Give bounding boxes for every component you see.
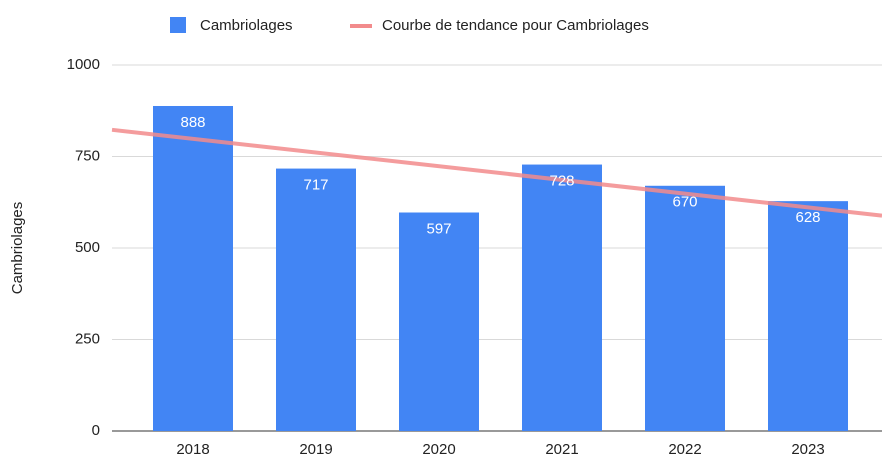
trend-line bbox=[111, 127, 882, 218]
bar bbox=[399, 212, 479, 431]
bar bbox=[276, 168, 356, 431]
data-label: 728 bbox=[549, 173, 574, 190]
y-tick-label: 0 bbox=[92, 422, 100, 439]
x-tick-label: 2021 bbox=[545, 441, 578, 457]
y-tick-label: 250 bbox=[75, 330, 100, 347]
data-label: 717 bbox=[303, 177, 328, 194]
legend-swatch bbox=[170, 17, 186, 33]
bar bbox=[153, 105, 233, 431]
y-tick-label: 1000 bbox=[67, 56, 100, 73]
y-tick-label: 500 bbox=[75, 239, 100, 256]
data-label: 670 bbox=[672, 194, 697, 211]
bar bbox=[522, 164, 602, 431]
y-axis-label: Cambriolages bbox=[9, 202, 26, 295]
bar bbox=[645, 185, 725, 431]
bar bbox=[768, 201, 848, 431]
x-tick-label: 2020 bbox=[422, 441, 455, 457]
data-label: 597 bbox=[426, 220, 451, 237]
x-tick-label: 2019 bbox=[299, 441, 332, 457]
y-tick-label: 750 bbox=[75, 147, 100, 164]
data-label: 628 bbox=[795, 209, 820, 226]
legend-label: Cambriolages bbox=[200, 17, 293, 34]
x-tick-label: 2023 bbox=[791, 441, 824, 457]
data-label: 888 bbox=[180, 114, 205, 131]
legend-label: Courbe de tendance pour Cambriolages bbox=[382, 17, 649, 34]
x-tick-label: 2022 bbox=[668, 441, 701, 457]
x-tick-label: 2018 bbox=[176, 441, 209, 457]
